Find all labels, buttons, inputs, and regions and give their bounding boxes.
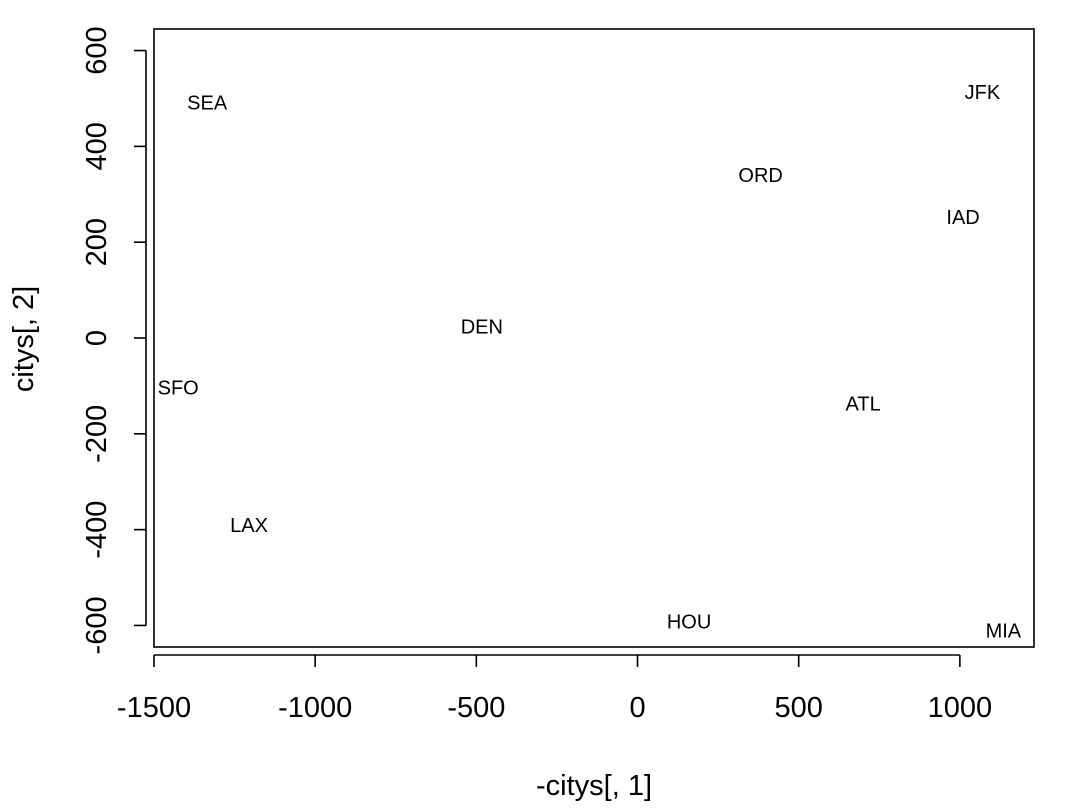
point-label-den: DEN <box>461 317 503 339</box>
x-tick-label: -1000 <box>278 692 352 724</box>
plot-frame <box>153 28 1035 648</box>
y-axis: -600 -400 -200 0 200 400 600 <box>81 26 147 654</box>
x-tick-label: 1000 <box>928 692 993 724</box>
point-label-sea: SEA <box>187 92 228 114</box>
y-tick-label: -400 <box>81 501 113 559</box>
x-tick-label: 500 <box>774 692 822 724</box>
y-axis-title: citys[, 2] <box>8 286 40 392</box>
point-label-jfk: JFK <box>965 82 1001 104</box>
point-label-lax: LAX <box>230 515 268 537</box>
point-label-sfo: SFO <box>158 377 199 399</box>
x-tick-label: -500 <box>447 692 505 724</box>
y-tick-label: 200 <box>81 218 113 266</box>
point-label-atl: ATL <box>846 394 881 416</box>
y-tick-label: -200 <box>81 405 113 463</box>
x-tick-label: 0 <box>629 692 645 724</box>
y-tick-label: -600 <box>81 596 113 654</box>
y-tick-label: 600 <box>81 26 113 74</box>
x-axis-title: -citys[, 1] <box>536 770 652 802</box>
x-tick-label: -1500 <box>117 692 191 724</box>
y-tick-label: 400 <box>81 122 113 170</box>
point-label-iad: IAD <box>946 207 979 229</box>
point-label-hou: HOU <box>667 612 711 634</box>
point-label-ord: ORD <box>738 165 782 187</box>
x-axis: -1500 -1000 -500 0 500 1000 <box>117 654 993 724</box>
point-labels: SEA JFK ORD IAD DEN SFO ATL LAX HOU MIA <box>158 82 1022 642</box>
point-label-mia: MIA <box>986 621 1022 643</box>
y-tick-label: 0 <box>81 330 113 346</box>
